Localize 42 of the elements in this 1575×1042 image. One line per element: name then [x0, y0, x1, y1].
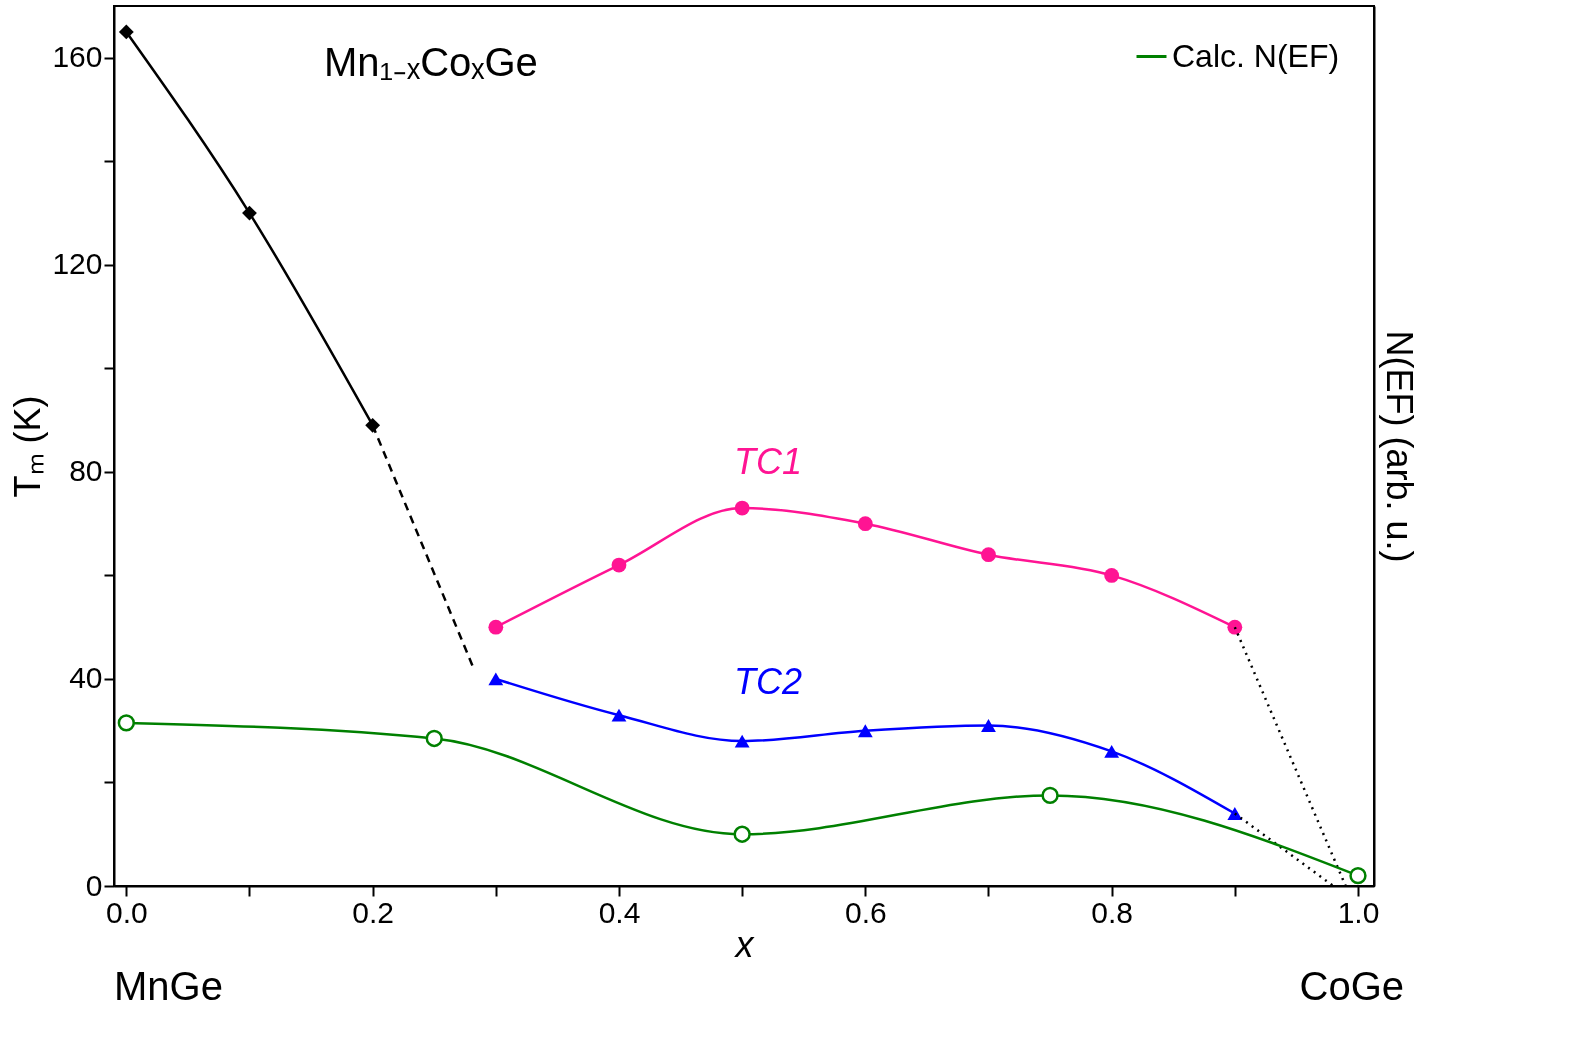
point [734, 734, 750, 748]
point [488, 672, 504, 686]
point [1349, 867, 1367, 885]
x-tick-label: 0.2 [352, 895, 395, 929]
point [1104, 744, 1120, 758]
annotation: Mn₁₋ₓCoₓGe [324, 40, 538, 84]
y-tick-label: 80 [69, 454, 103, 488]
point [1227, 619, 1243, 635]
point [117, 714, 135, 732]
point [488, 619, 504, 635]
y-tick-label: 160 [52, 40, 103, 74]
point [1041, 786, 1059, 805]
y-tick-label: 40 [69, 661, 103, 695]
x-tick-label: 0.6 [844, 895, 887, 929]
x-tick-label: 1.0 [1337, 895, 1380, 929]
point [981, 547, 996, 563]
annotation: TC2 [734, 661, 803, 702]
x-tick-label: 0.4 [598, 895, 641, 929]
x-tick-label: 0.8 [1091, 895, 1134, 929]
point [1104, 568, 1120, 583]
point [734, 500, 750, 516]
point [242, 205, 257, 221]
point [857, 516, 873, 532]
x-tick-label: 0.0 [105, 895, 148, 929]
y-tick-label: 120 [52, 247, 103, 281]
y-axis-title: Tₘ (K) [7, 395, 49, 498]
text: MnGe [114, 964, 223, 1008]
text: CoGe [1299, 964, 1404, 1008]
point [1227, 807, 1243, 820]
point [118, 24, 134, 40]
point [733, 825, 751, 843]
y-tick-label: 0 [85, 868, 103, 902]
point [425, 729, 443, 748]
point [611, 557, 627, 573]
point [857, 724, 873, 738]
x-axis-title: x [733, 923, 756, 965]
legend-label: Calc. N(EF) [1172, 37, 1340, 74]
point [365, 417, 381, 433]
point [611, 708, 627, 722]
y2-axis-title: N(EF) (arb. u.) [1378, 330, 1420, 563]
annotation: TC1 [734, 441, 803, 482]
point [981, 719, 996, 732]
